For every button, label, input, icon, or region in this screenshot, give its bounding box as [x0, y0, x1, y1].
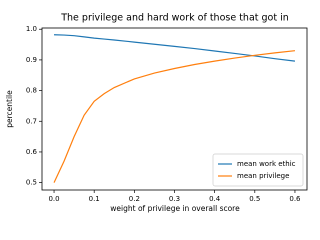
x-tick-label: 0.4: [209, 195, 221, 203]
x-tick-label: 0.6: [289, 195, 301, 203]
y-axis-label: percentile: [5, 90, 14, 128]
chart-title: The privilege and hard work of those tha…: [60, 13, 289, 24]
x-tick-label: 0.3: [169, 195, 180, 203]
y-tick-label: 0.6: [26, 148, 38, 156]
legend-box: [212, 153, 304, 187]
y-tick-label: 0.5: [26, 179, 37, 187]
x-tick-label: 0.0: [48, 195, 59, 203]
chart: The privilege and hard work of those tha…: [5, 13, 308, 213]
x-axis-label: weight of privilege in overall score: [110, 204, 240, 213]
series-line: [53, 50, 296, 183]
series-line: [54, 34, 296, 62]
y-tick-label: 1.0: [26, 25, 37, 33]
y-tick-label: 0.8: [26, 87, 37, 95]
legend-label: mean work ethic: [237, 160, 296, 168]
y-tick-label: 0.7: [26, 117, 37, 125]
y-tick-label: 0.9: [26, 56, 37, 64]
x-tick-label: 0.5: [249, 195, 260, 203]
legend-label: mean privilege: [237, 172, 289, 180]
x-tick-label: 0.2: [129, 195, 140, 203]
plot-frame: [41, 27, 308, 191]
x-tick-label: 0.1: [89, 195, 100, 203]
